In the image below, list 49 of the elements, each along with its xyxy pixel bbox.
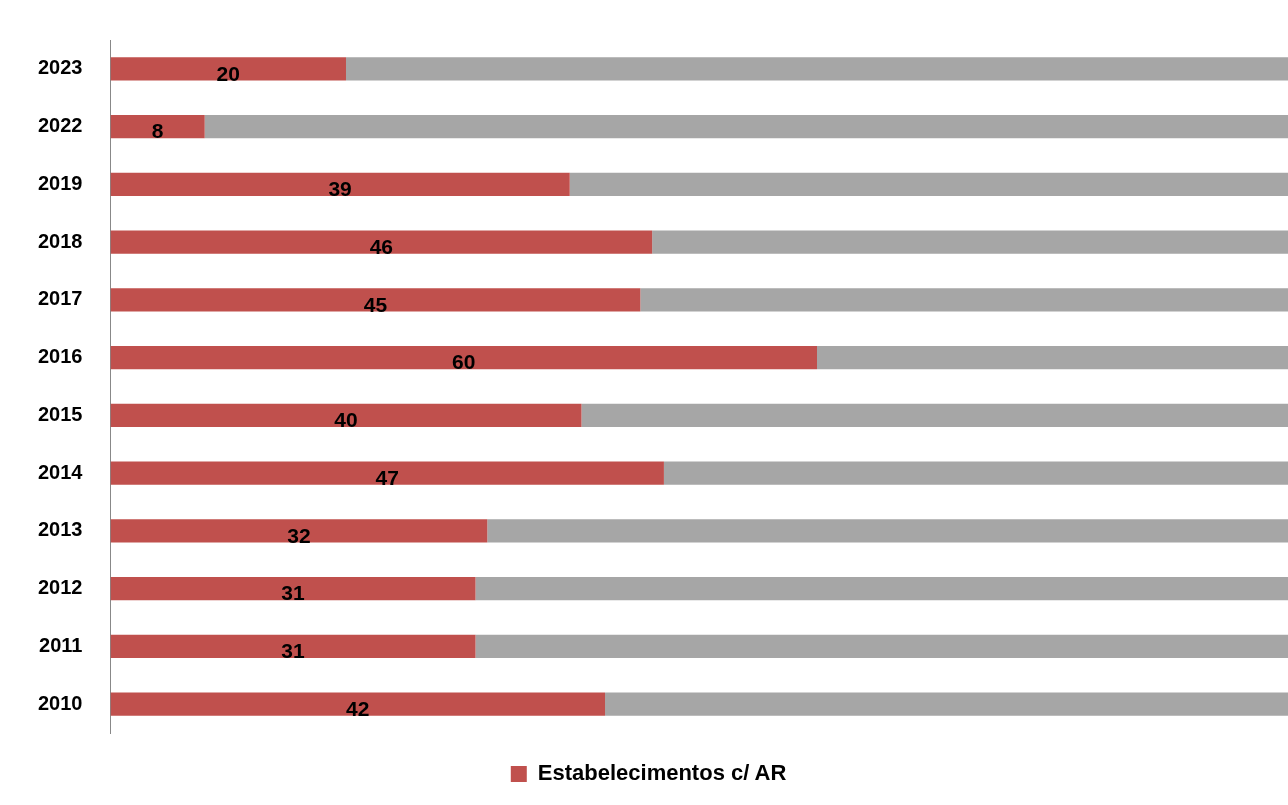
bar bbox=[110, 115, 205, 139]
bar bbox=[110, 172, 570, 196]
data-label: 20 bbox=[216, 61, 240, 85]
y-tick-label: 2013 bbox=[37, 518, 83, 541]
bar bbox=[640, 288, 1288, 312]
bar bbox=[110, 461, 664, 485]
y-tick-label: 2019 bbox=[37, 171, 83, 194]
bar bbox=[817, 346, 1288, 370]
y-tick-label: 2023 bbox=[37, 56, 83, 79]
bar bbox=[110, 346, 817, 370]
y-tick-label: 2014 bbox=[37, 460, 84, 483]
bar bbox=[581, 403, 1288, 427]
y-tick-label: 2016 bbox=[37, 345, 83, 368]
bar bbox=[204, 115, 1288, 139]
bar bbox=[110, 634, 476, 658]
y-tick-label: 2010 bbox=[37, 691, 83, 714]
y-tick-label: 2018 bbox=[37, 229, 83, 252]
bar bbox=[475, 634, 1288, 658]
data-label: 42 bbox=[346, 696, 370, 720]
legend-label: Estabelecimentos c/ AR bbox=[537, 760, 787, 786]
data-label: 8 bbox=[151, 119, 164, 143]
data-label: 31 bbox=[281, 639, 306, 663]
bar bbox=[110, 403, 582, 427]
y-tick-label: 2011 bbox=[39, 633, 83, 656]
bar bbox=[110, 692, 606, 716]
bar bbox=[569, 172, 1288, 196]
data-label: 46 bbox=[369, 234, 393, 258]
bar bbox=[652, 230, 1288, 254]
data-label: 47 bbox=[375, 465, 399, 489]
data-label: 40 bbox=[334, 408, 358, 432]
data-label: 31 bbox=[281, 581, 306, 605]
bar bbox=[110, 230, 653, 254]
data-label: 45 bbox=[363, 292, 388, 316]
bar bbox=[110, 519, 488, 543]
bar bbox=[663, 461, 1288, 485]
data-label: 39 bbox=[328, 177, 352, 201]
y-tick-label: 2015 bbox=[37, 402, 83, 425]
bar bbox=[110, 57, 346, 81]
data-label: 32 bbox=[287, 523, 311, 547]
bar bbox=[110, 577, 476, 601]
y-tick-label: 2012 bbox=[37, 576, 83, 599]
y-tick-label: 2022 bbox=[37, 114, 83, 137]
bar bbox=[110, 288, 641, 312]
bar bbox=[345, 57, 1288, 81]
bar bbox=[475, 577, 1288, 601]
data-label: 60 bbox=[452, 350, 476, 374]
bar bbox=[487, 519, 1288, 543]
bar bbox=[605, 692, 1288, 716]
y-tick-label: 2017 bbox=[37, 287, 83, 310]
